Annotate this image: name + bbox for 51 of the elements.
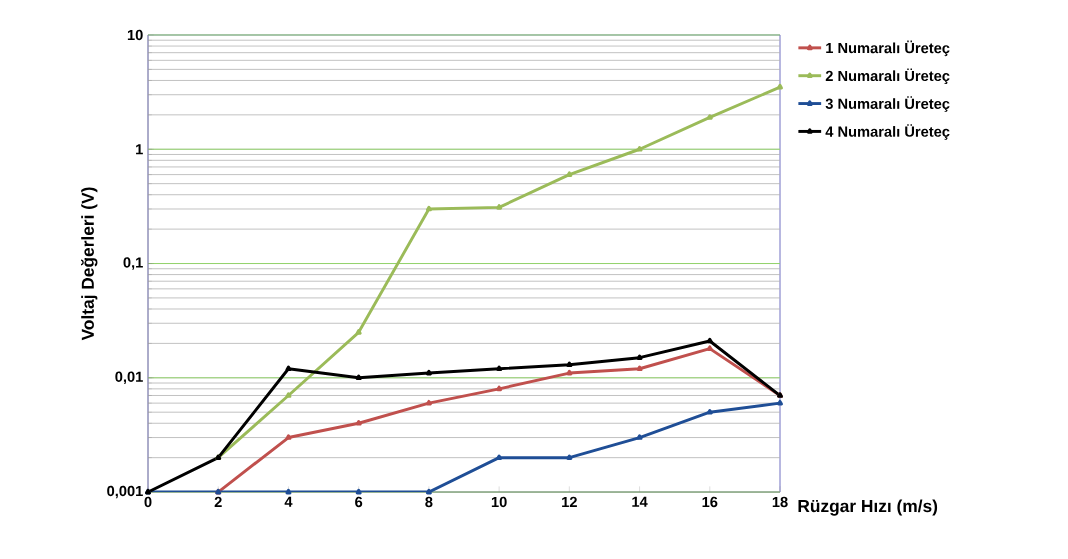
point — [285, 365, 292, 372]
legend-label: 3 Numaralı Üreteç — [825, 96, 950, 112]
x-tick-label: 16 — [702, 496, 718, 508]
point — [636, 146, 643, 152]
y-tick-label: 0,1 — [123, 257, 143, 270]
point — [425, 205, 432, 212]
x-tick-label: 14 — [632, 496, 648, 507]
x-tick-label: 18 — [772, 496, 788, 508]
point — [566, 171, 573, 177]
y-tick-label: 1 — [136, 144, 143, 155]
point — [566, 369, 573, 376]
y-axis-title: Voltaj Değerleri (V) — [81, 187, 98, 341]
x-axis-title: Rüzgar Hızı (m/s) — [798, 499, 938, 516]
point — [706, 345, 713, 351]
point — [777, 83, 783, 90]
x-tick-label: 2 — [214, 496, 222, 508]
point — [496, 365, 503, 372]
legend-label: 1 Numaralı Üreteç — [826, 40, 950, 57]
x-tick-label: 6 — [355, 496, 363, 508]
point — [496, 385, 503, 392]
point — [636, 434, 643, 440]
legend-label: 2 Numaralı Üreteç — [825, 68, 950, 84]
point — [425, 488, 432, 495]
point — [285, 488, 292, 495]
y-tick-label: 10 — [127, 29, 143, 41]
point — [706, 408, 713, 415]
x-tick-label: 0 — [144, 496, 152, 508]
point — [777, 399, 783, 406]
x-tick-label: 12 — [562, 496, 577, 508]
point — [425, 369, 432, 376]
x-tick-label: 10 — [491, 496, 507, 508]
point — [355, 329, 362, 335]
x-tick-label: 8 — [425, 496, 433, 508]
point — [566, 454, 573, 460]
point — [355, 488, 362, 495]
point — [706, 337, 713, 344]
y-tick-label: 0,001 — [107, 485, 143, 499]
point — [636, 354, 643, 360]
point — [496, 454, 503, 460]
point — [566, 361, 573, 368]
point — [636, 365, 643, 372]
legend-label: 4 Numaralı Üreteç — [825, 124, 950, 140]
point — [355, 420, 362, 426]
y-tick-label: 0,01 — [115, 371, 143, 385]
x-tick-label: 4 — [284, 496, 293, 507]
point — [706, 114, 713, 120]
point — [355, 374, 362, 381]
point — [285, 392, 292, 398]
point — [425, 399, 432, 406]
point — [285, 434, 292, 440]
point — [496, 204, 503, 210]
